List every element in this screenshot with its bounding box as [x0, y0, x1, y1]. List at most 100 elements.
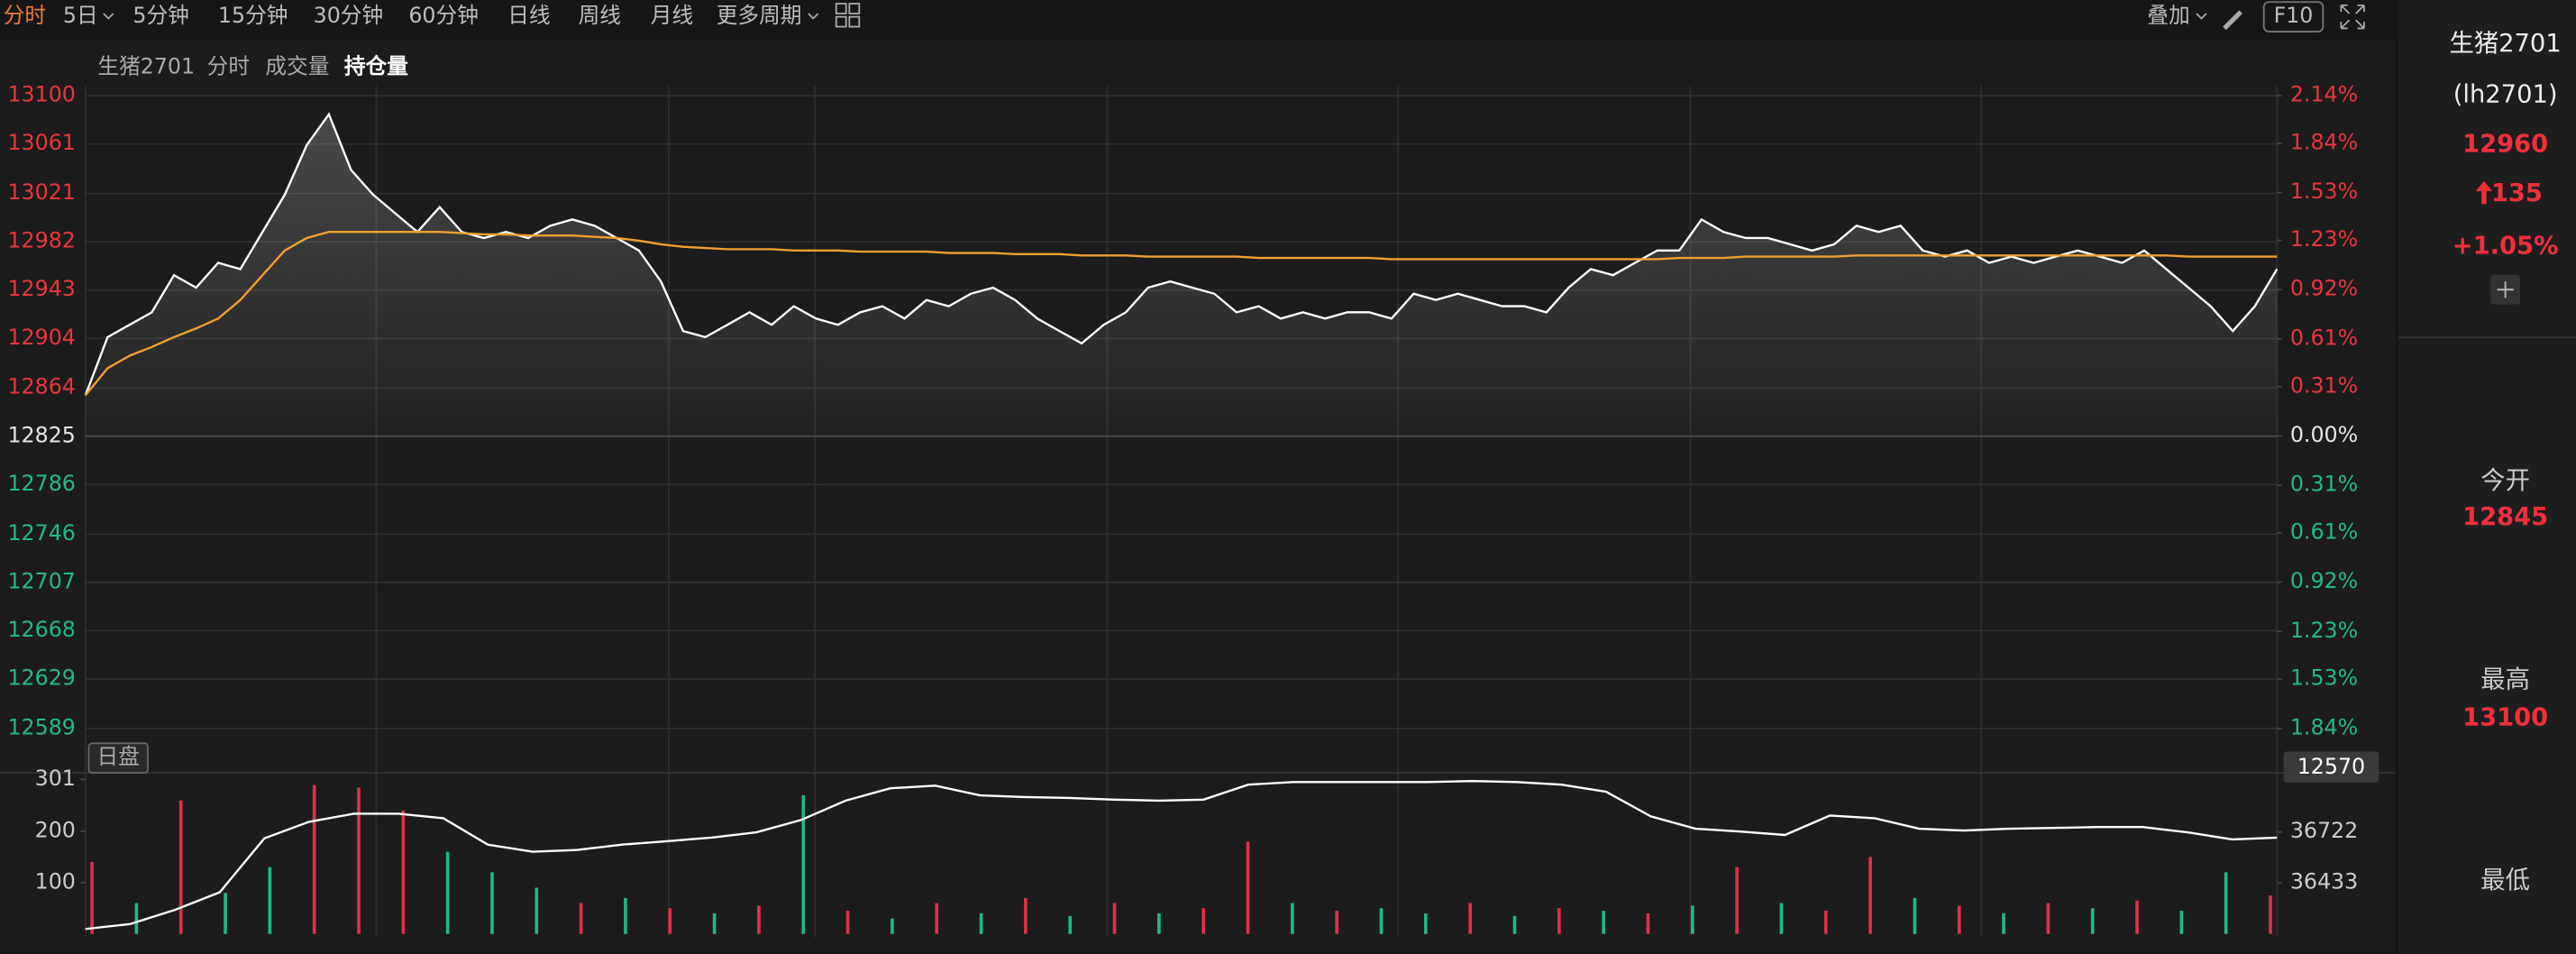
period-tab[interactable]: 分时	[4, 3, 46, 28]
stat-label: 最高	[2480, 666, 2530, 694]
volume-bar	[1112, 903, 1117, 934]
price-area	[85, 114, 2278, 436]
y2-tick-label: 36433	[2290, 869, 2358, 894]
period-tab[interactable]: 30分钟	[314, 3, 384, 28]
caret-icon	[2196, 13, 2207, 20]
period-tab[interactable]: 日线	[507, 3, 550, 28]
period-tab[interactable]: 15分钟	[218, 3, 288, 28]
session-tag-box	[87, 742, 149, 774]
volume-bar	[1868, 857, 1872, 934]
y-tick-label: 12589	[7, 714, 75, 739]
volume-bar	[2179, 911, 2184, 934]
y2-tick-label: 0.92%	[2290, 276, 2358, 301]
y-tick-label: 100	[35, 868, 76, 894]
y2-tick-label: 1.53%	[2290, 179, 2358, 204]
volume-bar	[891, 918, 894, 934]
volume-bar	[1913, 897, 1917, 934]
f10-button[interactable]: F10	[2274, 3, 2314, 28]
volume-bar	[1557, 908, 1561, 934]
caret-icon	[103, 13, 114, 20]
y2-tick-label: 0.31%	[2290, 472, 2358, 497]
volume-bar	[134, 903, 139, 934]
volume-bar	[1157, 913, 1161, 934]
f10-box[interactable]	[2262, 1, 2325, 32]
volume-bar	[224, 893, 227, 934]
legend-label: 成交量	[265, 54, 329, 79]
period-tab[interactable]: 5分钟	[132, 3, 188, 28]
y2-tick-label: 1.84%	[2290, 714, 2358, 739]
volume-bar	[357, 787, 361, 934]
volume-bar	[2269, 895, 2272, 934]
y-tick-label: 13100	[7, 82, 75, 107]
period-tab[interactable]: 周线	[579, 3, 621, 28]
y-tick-label: 13061	[7, 130, 75, 155]
volume-bar	[1423, 913, 1428, 934]
chart-panel	[0, 40, 2396, 954]
y2-tick-label: 0.00%	[2290, 422, 2358, 447]
instrument-name: 生猪2701	[2450, 30, 2562, 58]
volume-bar	[490, 872, 494, 934]
grid-icon[interactable]	[835, 3, 861, 28]
caret-icon	[808, 13, 819, 20]
y-tick-label: 12825	[7, 422, 75, 447]
y2-tick-label: 1.84%	[2290, 130, 2358, 155]
y-tick-label: 12707	[7, 568, 75, 593]
legend-label: 分时	[207, 54, 250, 79]
volume-bar	[2224, 872, 2228, 934]
fullscreen-icon[interactable]	[2340, 4, 2365, 30]
volume-bar	[2046, 903, 2051, 934]
period-tab[interactable]: 5日	[63, 3, 98, 28]
period-tab[interactable]: 更多周期	[717, 3, 802, 28]
stat-label: 最低	[2480, 867, 2530, 894]
volume-bar	[445, 851, 450, 934]
volume-bar	[1823, 911, 1828, 934]
volume-bar	[712, 913, 717, 934]
volume-bar	[1779, 903, 1784, 934]
price-change-pct: +1.05%	[2453, 232, 2559, 260]
volume-bar	[1024, 897, 1028, 934]
volume-bar	[1512, 915, 1517, 934]
side-panel	[2398, 0, 2576, 954]
up-arrow	[2475, 180, 2493, 205]
volume-bar	[312, 784, 316, 934]
y-tick-label: 12982	[7, 228, 75, 253]
y-tick-label: 12746	[7, 520, 75, 546]
y-tick-label: 13021	[7, 179, 75, 205]
period-tab[interactable]: 60分钟	[408, 3, 479, 28]
volume-bar	[2090, 908, 2095, 934]
volume-bar	[801, 795, 806, 934]
overlay-button[interactable]: 叠加	[2147, 3, 2189, 28]
y2-tick-label: 1.23%	[2290, 618, 2358, 643]
y2-tick-label: 1.23%	[2290, 226, 2358, 252]
stat-value: 12845	[2462, 503, 2548, 531]
volume-bar	[1646, 913, 1650, 934]
y-tick-label: 12864	[7, 374, 75, 399]
y-tick-label: 12904	[7, 325, 75, 350]
volume-bar	[178, 800, 183, 934]
volume-bar	[90, 862, 94, 934]
volume-bar	[579, 903, 583, 934]
y2-tick-label: 1.53%	[2290, 665, 2358, 691]
y2-tick-label: 0.61%	[2290, 325, 2358, 350]
volume-bar	[1335, 911, 1338, 934]
open-interest-line	[85, 780, 2278, 931]
y2-tick-label: 0.61%	[2290, 519, 2358, 545]
volume-bar	[935, 903, 939, 934]
pen-icon[interactable]	[2223, 10, 2243, 31]
y-tick-label: 12629	[7, 665, 75, 690]
volume-bar	[1379, 908, 1384, 934]
y-tick-label: 12668	[7, 617, 75, 642]
volume-bar	[624, 897, 627, 934]
period-tab[interactable]: 月线	[651, 3, 693, 28]
stat-value: 13100	[2462, 703, 2548, 731]
volume-bar	[757, 905, 761, 934]
volume-bar	[845, 911, 850, 934]
y-tick-label: 301	[35, 766, 76, 791]
y-tick-label: 12786	[7, 471, 75, 496]
volume-bar	[2002, 913, 2005, 934]
stat-label: 今开	[2480, 467, 2530, 495]
y2-tick-label: 0.31%	[2290, 372, 2358, 398]
volume-bar	[979, 913, 983, 934]
